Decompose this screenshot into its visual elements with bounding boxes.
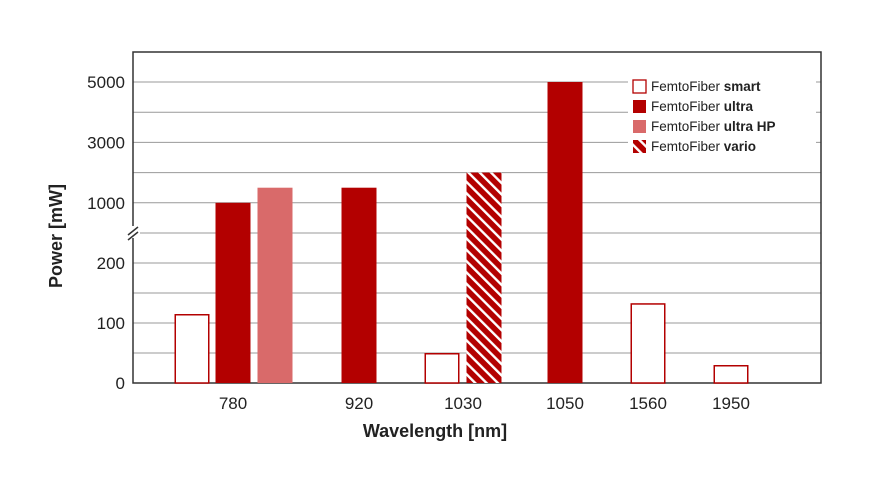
y-tick-label: 200 — [97, 254, 125, 273]
bars — [174, 82, 749, 384]
x-tick-label: 1050 — [546, 394, 584, 413]
legend-swatch — [633, 140, 646, 153]
y-tick-label: 0 — [116, 374, 125, 393]
bar-smart-1030 — [424, 353, 460, 384]
axis-break-marker — [126, 226, 140, 241]
legend-swatch — [633, 100, 646, 113]
bar-ultra-920 — [341, 187, 377, 383]
legend-swatch — [632, 79, 647, 94]
bar-smart-1950 — [713, 365, 749, 384]
x-axis-title: Wavelength [nm] — [363, 421, 507, 441]
bar-ultra-HP-780 — [257, 187, 293, 383]
legend-entry: FemtoFiber smart — [651, 79, 761, 94]
legend-background — [628, 74, 816, 158]
y-tick-labels: 0 100 200 1000 3000 5000 — [87, 73, 125, 393]
legend-entry: FemtoFiber ultra — [651, 99, 754, 114]
bar-smart-1560 — [630, 303, 666, 384]
y-tick-label: 5000 — [87, 73, 125, 92]
y-axis-title: Power [mW] — [46, 184, 66, 288]
y-tick-label: 3000 — [87, 133, 125, 152]
bar-ultra-1050 — [547, 82, 583, 383]
x-tick-label: 1950 — [712, 394, 750, 413]
x-tick-label: 920 — [345, 394, 373, 413]
x-tick-label: 780 — [219, 394, 247, 413]
x-tick-labels: 780 920 1030 1050 1560 1950 — [219, 394, 750, 413]
legend-entry: FemtoFiber ultra HP — [651, 119, 776, 134]
y-tick-label: 100 — [97, 314, 125, 333]
bar-smart-780 — [174, 314, 210, 384]
y-tick-label: 1000 — [87, 194, 125, 213]
legend-entry: FemtoFiber vario — [651, 139, 756, 154]
legend-swatch — [633, 120, 646, 133]
legend: FemtoFiber smart FemtoFiber ultra FemtoFib… — [628, 74, 816, 158]
x-tick-label: 1030 — [444, 394, 482, 413]
x-tick-label: 1560 — [629, 394, 667, 413]
bar-vario-1030 — [466, 172, 502, 383]
bar-ultra-780 — [215, 202, 251, 383]
